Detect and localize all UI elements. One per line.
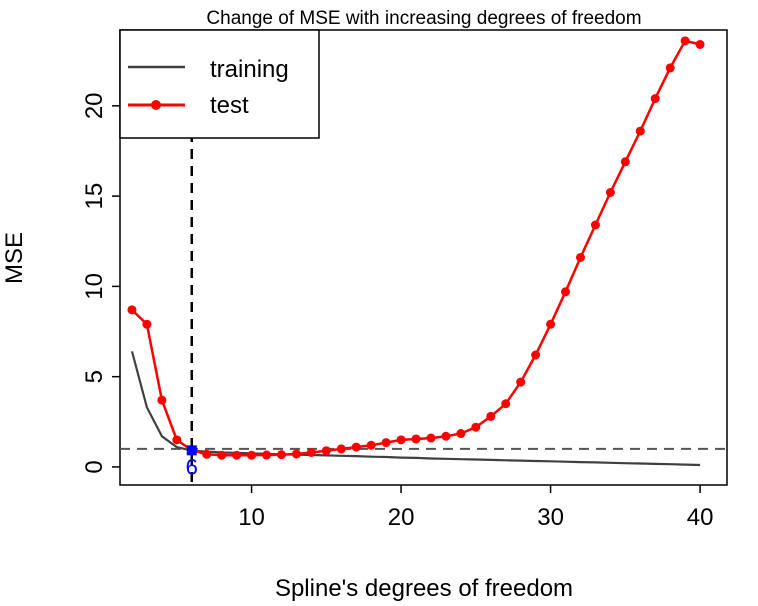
y-axis-label: MSE bbox=[1, 232, 28, 284]
data-point-test bbox=[247, 450, 257, 460]
x-tick-label: 10 bbox=[238, 504, 265, 531]
legend-label-training: training bbox=[210, 56, 289, 83]
data-point-test bbox=[635, 126, 645, 136]
data-point-test bbox=[411, 434, 421, 444]
legend-label-test: test bbox=[210, 92, 249, 119]
annotation-label: 6 bbox=[186, 454, 198, 479]
data-point-test bbox=[336, 444, 346, 454]
data-point-test bbox=[396, 435, 406, 445]
data-point-test bbox=[276, 450, 286, 460]
legend-marker-test bbox=[151, 100, 161, 110]
data-point-test bbox=[426, 433, 436, 443]
x-tick-label: 40 bbox=[687, 504, 714, 531]
annotation-marker bbox=[186, 445, 197, 456]
series-line-training bbox=[130, 351, 701, 467]
y-tick-label: 15 bbox=[81, 183, 108, 210]
data-point-test bbox=[471, 422, 481, 432]
y-axis: 0 5 10 15 20 bbox=[81, 92, 120, 474]
data-point-test bbox=[232, 450, 242, 460]
plot-frame bbox=[119, 29, 728, 486]
y-tick-label: 10 bbox=[81, 273, 108, 300]
data-point-test bbox=[291, 449, 301, 459]
x-tick-label: 20 bbox=[388, 504, 415, 531]
data-point-test bbox=[381, 438, 391, 448]
data-point-test bbox=[680, 36, 690, 46]
x-axis-label: Spline's degrees of freedom bbox=[275, 575, 573, 602]
data-point-test bbox=[127, 305, 137, 315]
x-axis: 10 20 30 40 bbox=[238, 485, 713, 531]
data-point-test bbox=[217, 450, 227, 460]
data-point-test bbox=[620, 157, 630, 167]
data-point-test bbox=[501, 399, 511, 409]
data-point-test bbox=[441, 431, 451, 441]
x-tick-label: 30 bbox=[537, 504, 564, 531]
data-point-test bbox=[366, 440, 376, 450]
data-point-test bbox=[486, 411, 496, 421]
data-point-test bbox=[695, 39, 705, 49]
data-point-test bbox=[531, 350, 541, 360]
y-tick-label: 20 bbox=[81, 92, 108, 119]
data-point-test bbox=[665, 63, 675, 73]
data-point-test bbox=[561, 287, 571, 297]
data-point-test bbox=[605, 188, 615, 197]
data-point-test bbox=[172, 435, 182, 445]
series-layer bbox=[127, 36, 705, 467]
data-point-test bbox=[351, 442, 361, 452]
annotations: 6 bbox=[186, 445, 198, 479]
data-point-test bbox=[590, 220, 600, 230]
data-point-test bbox=[262, 450, 272, 460]
data-point-test bbox=[142, 319, 152, 329]
chart-title: Change of MSE with increasing degrees of… bbox=[206, 8, 641, 29]
data-point-test bbox=[321, 446, 331, 456]
data-point-test bbox=[546, 319, 556, 329]
legend-box bbox=[119, 29, 320, 139]
y-tick-label: 0 bbox=[81, 460, 108, 473]
data-point-test bbox=[157, 395, 167, 405]
y-tick-label: 5 bbox=[81, 370, 108, 383]
legend: training test bbox=[119, 29, 320, 139]
data-point-test bbox=[575, 253, 585, 262]
data-point-test bbox=[650, 94, 660, 104]
data-point-test bbox=[202, 449, 212, 459]
data-point-test bbox=[456, 429, 466, 439]
data-point-test bbox=[306, 448, 316, 457]
data-point-test bbox=[516, 377, 526, 387]
